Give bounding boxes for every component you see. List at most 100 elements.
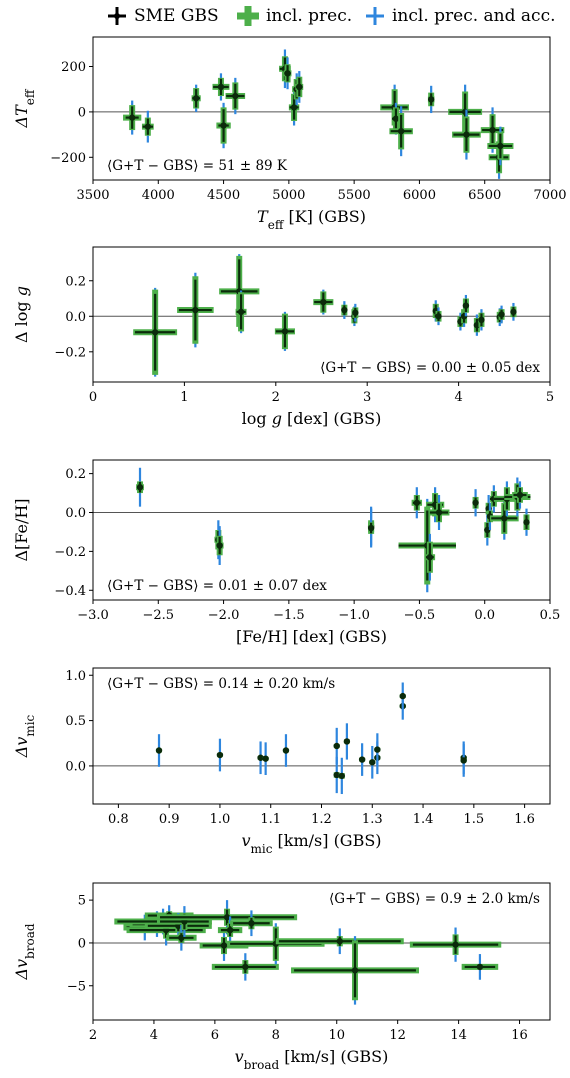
data-marker — [223, 914, 231, 921]
data-marker — [374, 746, 381, 753]
x-tick-label: 0 — [89, 390, 97, 405]
data-point — [523, 508, 530, 536]
data-marker — [399, 692, 406, 700]
y-tick-label: 1.0 — [65, 669, 86, 684]
legend-item-acc: incl. prec. and acc. — [364, 5, 556, 27]
y-tick-label: −200 — [50, 151, 86, 166]
data-point — [487, 126, 514, 166]
x-tick-label: 1.1 — [260, 812, 281, 827]
plot-frame — [92, 882, 551, 1021]
mean-difference-annotation: ⟨G+T − GBS⟩ = 0.14 ± 0.20 km/s — [107, 676, 335, 692]
data-marker — [226, 926, 234, 934]
data-point — [369, 745, 376, 779]
data-point — [156, 900, 298, 935]
data-marker — [497, 142, 504, 150]
y-tick-label: 200 — [61, 60, 86, 75]
data-point — [282, 734, 290, 767]
data-marker — [516, 491, 524, 499]
x-tick-label: 12 — [389, 1028, 406, 1043]
data-point — [191, 84, 201, 112]
data-point — [358, 743, 366, 776]
y-axis-label: Δ[Fe/H] — [12, 498, 31, 561]
data-marker — [242, 963, 249, 971]
y-tick-label: −0.2 — [54, 345, 86, 360]
data-point — [478, 309, 485, 331]
panel-2: 0 1 2 3 4 5 −0.2 0.0 0.2 log g [dex] (GBS) Δ log g… — [12, 246, 554, 428]
data-marker — [281, 328, 289, 335]
data-point — [333, 756, 340, 794]
data-marker — [320, 298, 327, 306]
x-tick-label: 4 — [150, 1028, 158, 1043]
data-marker — [296, 83, 303, 91]
x-tick-label: 2 — [272, 390, 280, 405]
data-marker — [463, 131, 470, 138]
data-marker — [358, 756, 366, 763]
data-point — [399, 682, 406, 710]
x-tick-label: 3 — [363, 390, 371, 405]
data-point — [123, 100, 142, 135]
data-point — [411, 487, 423, 519]
data-point — [338, 757, 346, 795]
data-marker — [510, 308, 517, 316]
data-marker — [333, 742, 340, 750]
x-tick-label: 16 — [511, 1028, 528, 1043]
data-marker — [498, 311, 505, 318]
data-point — [216, 738, 224, 772]
y-tick-label: −0.4 — [54, 584, 86, 599]
x-tick-label: 6 — [211, 1028, 219, 1043]
data-marker — [367, 524, 375, 532]
x-tick-label: 4500 — [207, 188, 240, 203]
data-marker — [341, 306, 348, 314]
data-marker — [232, 92, 239, 100]
y-tick-label: 0.0 — [65, 506, 86, 521]
x-tick-label: 5500 — [338, 188, 371, 203]
x-tick-label: 8 — [272, 1028, 280, 1043]
data-point — [460, 744, 467, 777]
y-tick-label: 0.2 — [65, 274, 86, 289]
legend-label-sme: SME GBS — [134, 6, 219, 26]
x-axis-label: log g [dex] (GBS) — [242, 409, 382, 428]
data-marker — [478, 316, 485, 324]
data-marker — [282, 747, 290, 754]
data-point — [291, 936, 419, 1005]
x-axis-label: vbroad [km/s] (GBS) — [235, 1047, 389, 1072]
data-point — [409, 927, 502, 962]
data-point — [295, 71, 304, 103]
data-point — [257, 741, 264, 775]
plot-frame — [92, 36, 551, 181]
y-axis-label: Δvbroad — [12, 923, 37, 980]
data-point — [136, 467, 144, 507]
x-tick-label: 1 — [180, 390, 188, 405]
data-point — [216, 102, 231, 149]
y-tick-label: −0.2 — [54, 545, 86, 560]
data-point — [435, 307, 442, 326]
data-point — [275, 928, 404, 955]
y-tick-label: 0.5 — [65, 714, 86, 729]
data-marker — [452, 941, 459, 948]
data-marker — [192, 306, 199, 314]
data-point — [343, 723, 351, 760]
x-tick-label: 5 — [546, 390, 554, 405]
x-tick-label: 1.2 — [311, 812, 332, 827]
data-point — [283, 57, 292, 90]
data-point — [215, 526, 224, 565]
data-marker — [352, 309, 359, 316]
legend-marker-acc-icon — [366, 7, 384, 25]
data-marker — [128, 114, 136, 121]
x-tick-label: 4000 — [142, 188, 175, 203]
data-marker — [220, 122, 227, 129]
x-tick-label: −0.5 — [404, 608, 436, 623]
panel-5: 2 4 6 8 10 12 14 16 −5 0 5 vbroad [km/s] (GBS) Δvbro… — [12, 882, 551, 1072]
data-marker — [178, 934, 185, 941]
legend-marker-sme-icon — [108, 7, 126, 25]
data-marker — [216, 542, 223, 549]
x-axis-label: Teff [K] (GBS) — [257, 207, 366, 232]
data-marker — [217, 83, 225, 91]
plot-frame — [92, 459, 551, 601]
data-point — [389, 106, 413, 157]
data-marker — [284, 70, 291, 77]
y-tick-label: −5 — [67, 979, 86, 994]
y-axis-label: ΔTeff — [12, 88, 37, 128]
x-tick-label: 6000 — [403, 188, 436, 203]
